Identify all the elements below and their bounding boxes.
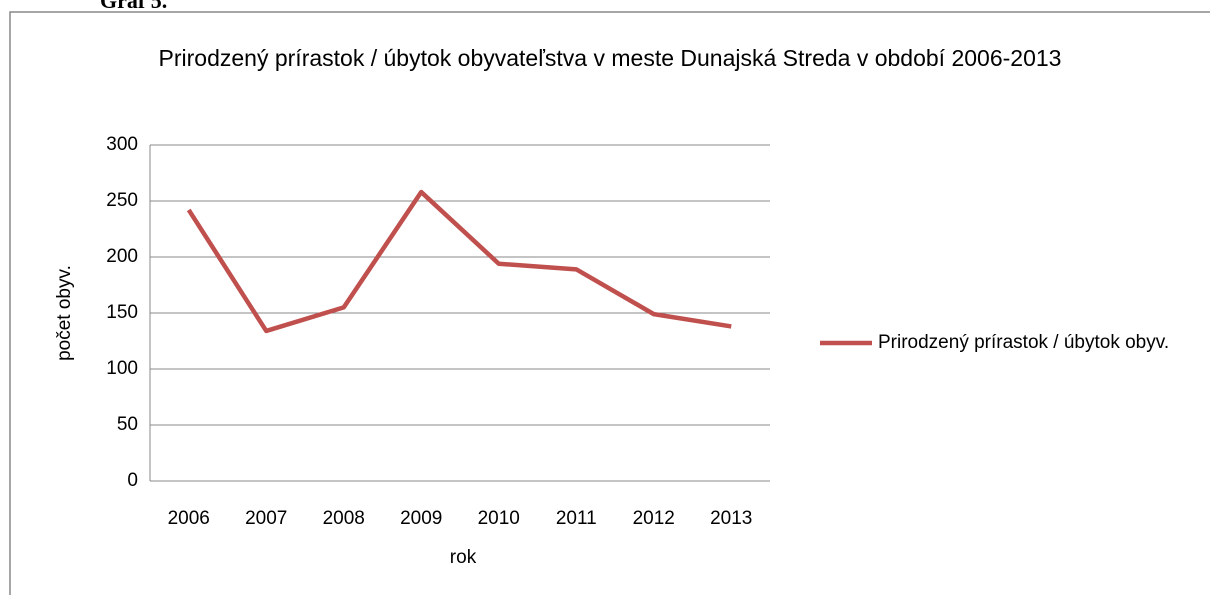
x-tick-label: 2006	[168, 508, 210, 529]
caption: Graf 5.	[100, 0, 168, 13]
chart-title: Prirodzený prírastok / úbytok obyvateľst…	[158, 45, 1062, 71]
x-tick-label: 2008	[323, 508, 365, 529]
y-tick-label: 50	[117, 414, 138, 435]
x-axis-label: rok	[450, 547, 477, 568]
x-tick-label: 2011	[556, 508, 597, 529]
x-tick-label: 2007	[245, 508, 287, 529]
y-tick-label: 200	[106, 246, 138, 267]
y-tick-label: 0	[127, 470, 138, 491]
y-tick-label: 150	[106, 302, 138, 323]
y-tick-label: 300	[106, 134, 138, 155]
y-tick-label: 100	[106, 358, 138, 379]
y-tick-label: 250	[106, 190, 138, 211]
chart-border	[9, 11, 1210, 595]
legend-label: Prirodzený prírastok / úbytok obyv.	[878, 332, 1170, 353]
x-tick-label: 2010	[478, 508, 520, 529]
y-axis-label: počet obyv.	[54, 265, 75, 361]
x-tick-label: 2012	[633, 508, 675, 529]
x-tick-label: 2009	[400, 508, 442, 529]
series-line	[186, 189, 732, 334]
x-tick-label: 2013	[710, 508, 752, 529]
